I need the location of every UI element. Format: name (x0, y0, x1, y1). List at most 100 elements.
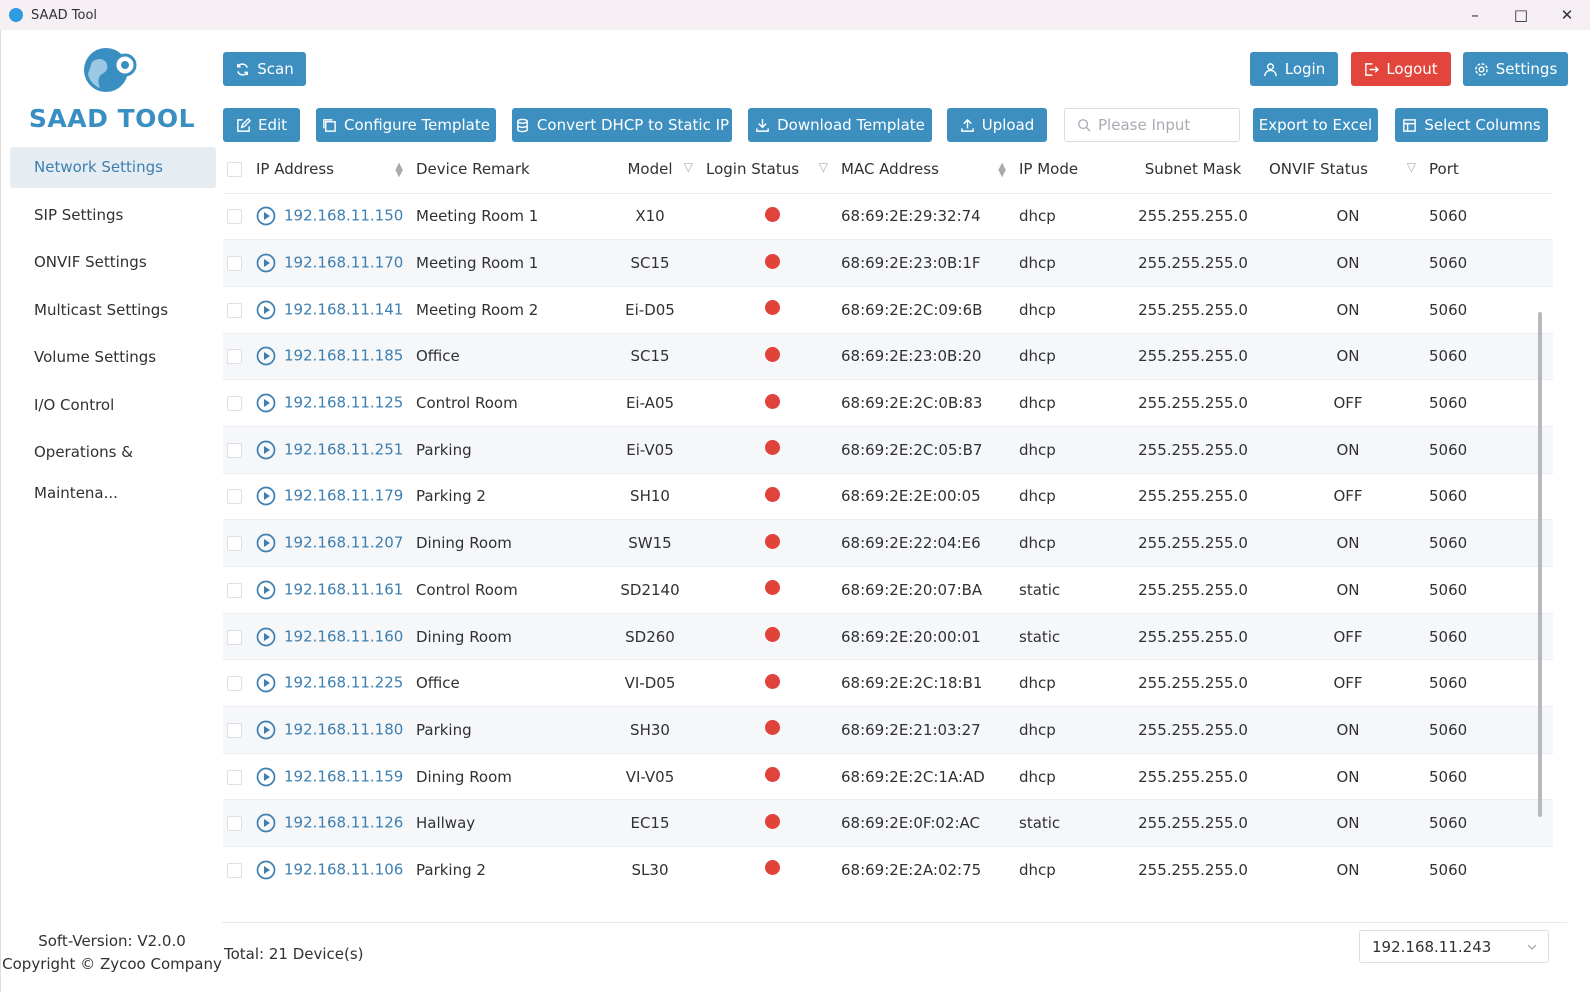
ip-address-link[interactable]: 192.168.11.170 (284, 253, 404, 272)
open-device-icon[interactable] (256, 580, 276, 600)
export-button[interactable]: Export to Excel (1253, 108, 1378, 142)
checkbox[interactable] (227, 816, 242, 832)
open-device-icon[interactable] (256, 393, 276, 413)
cell-text: 5060 (1429, 580, 1468, 599)
open-device-icon[interactable] (256, 533, 276, 553)
maximize[interactable]: □ (1513, 6, 1529, 24)
download-template-button[interactable]: Download Template (748, 108, 932, 142)
open-device-icon[interactable] (256, 767, 276, 787)
search-input[interactable]: Please Input (1064, 108, 1240, 142)
scan-button[interactable]: Scan (223, 52, 306, 86)
menu-item[interactable]: SIP Settings (34, 205, 124, 224)
device-row: 192.168.11.126 Hallway EC15 68:69:2E:0F:02:… (223, 799, 1553, 848)
open-device-icon[interactable] (256, 346, 276, 366)
filter-icon[interactable]: ▽ (818, 160, 828, 174)
cell: 68:69:2E:22:04:E6 (840, 519, 1018, 567)
checkbox[interactable] (227, 162, 242, 178)
cell: 5060 (1428, 566, 1553, 614)
cell-text: dhcp (1019, 254, 1056, 273)
checkbox[interactable] (227, 489, 242, 505)
ip-address-link[interactable]: 192.168.11.207 (284, 533, 404, 552)
open-device-icon[interactable] (256, 813, 276, 833)
title-bar: SAAD Tool – □ ✕ (0, 0, 1590, 30)
cell-text: dhcp (1019, 300, 1056, 319)
ip-address-link[interactable]: 192.168.11.141 (284, 300, 404, 319)
menu-item[interactable]: Network Settings (10, 147, 216, 188)
sort-icon[interactable]: ▲ ▼ (998, 161, 1006, 179)
cell-text: Dining Room (416, 627, 512, 646)
select-columns-button[interactable]: Select Columns (1395, 108, 1548, 142)
checkbox[interactable] (227, 349, 242, 365)
configure-template-button[interactable]: Configure Template (316, 108, 496, 142)
edit-button[interactable]: Edit (223, 108, 300, 142)
column-title: MAC Address (841, 160, 939, 179)
login-status-dot (765, 673, 780, 689)
menu-item[interactable]: I/O Control (34, 395, 115, 414)
checkbox[interactable] (227, 536, 242, 552)
ip-address-link[interactable]: 192.168.11.126 (284, 813, 404, 832)
cell: 5060 (1428, 379, 1553, 427)
checkbox[interactable] (227, 676, 242, 692)
open-device-icon[interactable] (256, 720, 276, 740)
ip-address-link[interactable]: 192.168.11.150 (284, 206, 404, 225)
filter-icon[interactable]: ▽ (1406, 160, 1416, 174)
login-button[interactable]: Login (1250, 52, 1338, 86)
open-device-icon[interactable] (256, 206, 276, 226)
cell-text: OFF (1333, 674, 1363, 693)
open-device-icon[interactable] (256, 486, 276, 506)
sort-icon[interactable]: ▲ ▼ (395, 161, 403, 179)
ip-address-link[interactable]: 192.168.11.251 (284, 440, 404, 459)
ip-address-link[interactable]: 192.168.11.185 (284, 346, 404, 365)
open-device-icon[interactable] (256, 673, 276, 693)
cell: 255.255.255.0 (1118, 613, 1268, 661)
ip-address-link[interactable]: 192.168.11.159 (284, 767, 404, 786)
checkbox[interactable] (227, 862, 242, 878)
cell: OFF (1268, 473, 1428, 521)
open-device-icon[interactable] (256, 860, 276, 880)
checkbox[interactable] (227, 629, 242, 645)
login-status-dot (765, 253, 780, 269)
cell: dhcp (1018, 333, 1118, 381)
ip-address-link[interactable]: 192.168.11.180 (284, 720, 404, 739)
checkbox[interactable] (227, 722, 242, 738)
ip-address-link[interactable]: 192.168.11.160 (284, 627, 404, 646)
cell: ON (1268, 519, 1428, 567)
menu-item[interactable]: Volume Settings (34, 348, 157, 366)
device-row: 192.168.11.125 Control Room Ei-A05 68:69:2E… (223, 379, 1553, 427)
menu-item[interactable]: Multicast Settings (34, 300, 169, 319)
cell-text: 68:69:2E:2C:18:B1 (841, 674, 983, 693)
checkbox[interactable] (227, 582, 242, 598)
ip-address-link[interactable]: 192.168.11.225 (284, 673, 404, 692)
cell-text: dhcp (1019, 860, 1056, 879)
ip-address-link[interactable]: 192.168.11.179 (284, 486, 404, 505)
open-device-icon[interactable] (256, 627, 276, 647)
menu-item[interactable]: ONVIF Settings (34, 253, 147, 271)
ip-address-link[interactable]: 192.168.11.106 (284, 860, 404, 879)
settings-button[interactable]: Settings (1463, 52, 1568, 86)
checkbox[interactable] (227, 442, 242, 458)
checkbox[interactable] (227, 256, 242, 272)
minimize[interactable]: – (1471, 6, 1479, 24)
cell-text: 255.255.255.0 (1138, 207, 1248, 226)
open-device-icon[interactable] (256, 300, 276, 320)
login-status-dot (765, 580, 780, 596)
checkbox[interactable] (227, 209, 242, 225)
open-device-icon[interactable] (256, 440, 276, 460)
menu-item[interactable]: Operations & Maintena... (34, 443, 133, 502)
cell: 255.255.255.0 (1118, 846, 1268, 893)
open-device-icon[interactable] (256, 253, 276, 273)
ip-address-link[interactable]: 192.168.11.161 (284, 580, 404, 599)
close[interactable]: ✕ (1560, 6, 1574, 24)
ip-address-link[interactable]: 192.168.11.125 (284, 393, 404, 412)
upload-button[interactable]: Upload (947, 108, 1047, 142)
vertical-scrollbar[interactable] (1538, 312, 1542, 817)
checkbox[interactable] (227, 302, 242, 318)
search-placeholder: Please Input (1098, 116, 1191, 134)
cell: ON (1268, 193, 1428, 241)
interface-select[interactable]: 192.168.11.243 (1359, 930, 1549, 963)
convert-button[interactable]: Convert DHCP to Static IP (512, 108, 732, 142)
filter-icon[interactable]: ▽ (683, 160, 693, 174)
logout-button[interactable]: Logout (1351, 52, 1451, 86)
checkbox[interactable] (227, 396, 242, 412)
checkbox[interactable] (227, 769, 242, 785)
